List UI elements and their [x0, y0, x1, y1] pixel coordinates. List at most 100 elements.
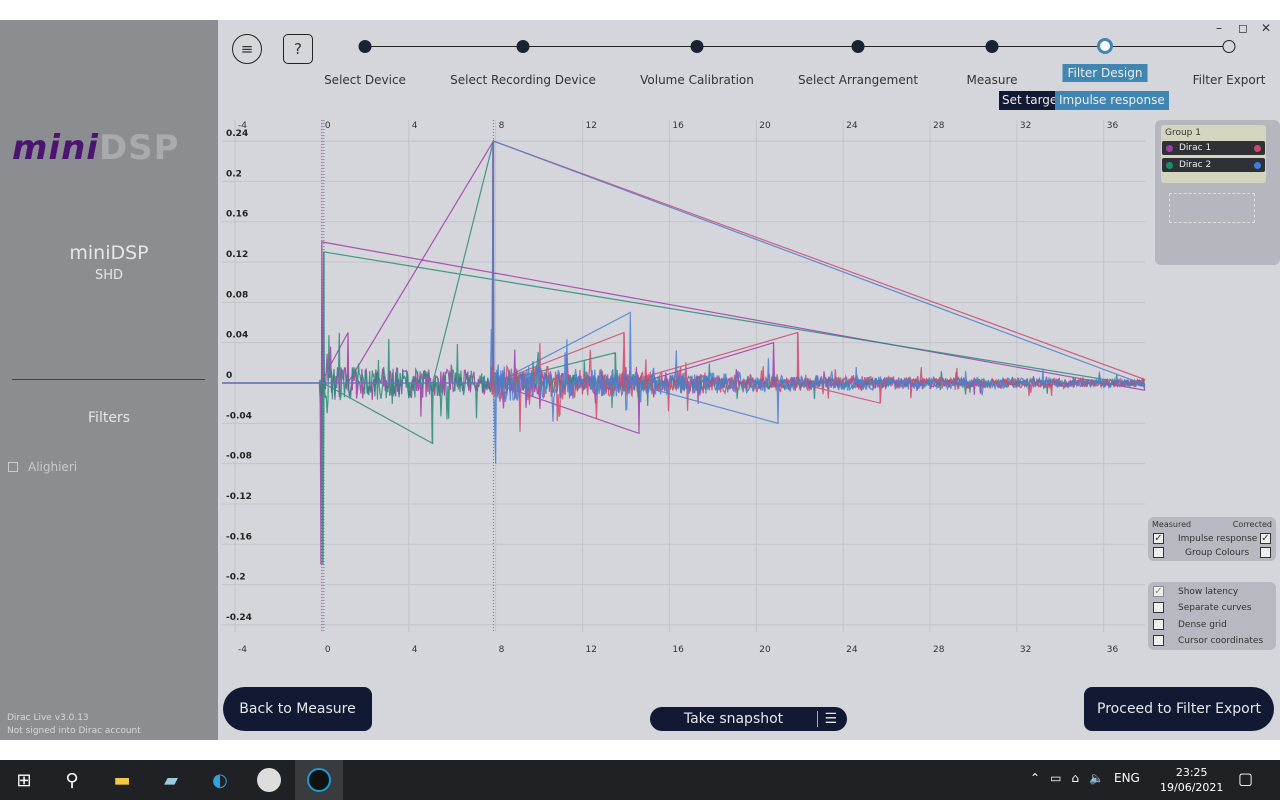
edge-icon[interactable]: ◐: [196, 760, 244, 800]
x-tick-label: 0: [325, 121, 331, 131]
step-dot[interactable]: [359, 40, 372, 53]
y-tick-label: -0.04: [226, 411, 252, 421]
step-select-arrangement[interactable]: Select Arrangement: [798, 73, 918, 87]
y-tick-label: 0: [226, 371, 232, 381]
corrected-group-colours-checkbox[interactable]: [1260, 547, 1271, 558]
filter-label: Alighieri: [28, 460, 77, 474]
x-tick-label: 4: [412, 121, 418, 131]
step-select-device[interactable]: Select Device: [324, 73, 406, 87]
back-to-measure-button[interactable]: Back to Measure: [223, 687, 372, 731]
main-area: -4 -4 0 0 4 4 8 8 12 12 16 16 20 20 24 24 28 28 32 32 36 36 0.…: [218, 20, 1280, 740]
group-title: Group 1: [1161, 125, 1266, 141]
corrected-color-dot: [1254, 162, 1261, 169]
y-tick-label: -0.12: [226, 492, 252, 502]
close-button[interactable]: ✕: [1261, 21, 1271, 35]
search-icon[interactable]: ⚲: [48, 760, 96, 800]
impulse-label: Impulse response: [1178, 534, 1257, 544]
y-tick-label: 0.24: [226, 129, 248, 139]
x-tick-label: 36: [1107, 645, 1119, 655]
y-tick-label: -0.24: [226, 613, 252, 623]
group-colours-label: Group Colours: [1185, 548, 1249, 558]
clock[interactable]: 23:25 19/06/2021: [1160, 765, 1223, 795]
curve-options-panel: Measured Corrected ✓ Impulse response ✓ …: [1148, 517, 1276, 561]
y-tick-label: -0.08: [226, 452, 252, 462]
minidsp-app-icon[interactable]: [245, 760, 293, 800]
x-tick-label: 36: [1107, 121, 1119, 131]
y-tick-label: -0.2: [226, 573, 246, 583]
dirac-live-icon[interactable]: [295, 760, 343, 800]
measured-color-dot: [1166, 162, 1173, 169]
y-tick-label: 0.12: [226, 250, 248, 260]
x-tick-label: 24: [846, 645, 858, 655]
y-tick-label: 0.08: [226, 290, 248, 300]
x-tick-label: 12: [586, 645, 597, 655]
corrected-impulse-checkbox[interactable]: ✓: [1260, 533, 1271, 544]
minimize-button[interactable]: –: [1216, 21, 1222, 35]
step-select-recording-device[interactable]: Select Recording Device: [450, 73, 596, 87]
step-dot[interactable]: [986, 40, 999, 53]
measured-impulse-checkbox[interactable]: ✓: [1153, 533, 1164, 544]
y-tick-label: 0.04: [226, 331, 248, 341]
x-tick-label: 28: [933, 645, 945, 655]
language-indicator: ENG: [1114, 771, 1140, 785]
step-dot[interactable]: [517, 40, 530, 53]
x-tick-label: 4: [412, 645, 418, 655]
step-dot[interactable]: [691, 40, 704, 53]
help-button[interactable]: ?: [283, 34, 313, 64]
x-tick-label: 16: [672, 645, 684, 655]
tab-impulse-response[interactable]: Impulse response: [1055, 91, 1169, 110]
device-model: SHD: [0, 268, 218, 283]
x-tick-label: 12: [586, 121, 597, 131]
x-tick-label: 32: [1020, 645, 1031, 655]
display-options-panel: ✓ Show latency Separate curves Dense grid…: [1148, 582, 1276, 650]
step-measure[interactable]: Measure: [967, 73, 1018, 87]
dense-grid-option[interactable]: Dense grid: [1153, 619, 1227, 630]
x-tick-label: 28: [933, 121, 945, 131]
taskbar: ⊞ ⚲ ▬ ▰ ◐ ⌃ ▭ ⌂ 🔈 ENG 23:25 19/06/2021 ▢: [0, 760, 1280, 800]
snapshot-list-icon[interactable]: ☰: [817, 711, 837, 727]
group-item[interactable]: Dirac 1: [1162, 141, 1265, 155]
step-dot[interactable]: [852, 40, 865, 53]
start-icon[interactable]: ⊞: [0, 760, 48, 800]
measured-color-dot: [1166, 145, 1173, 152]
step-dot[interactable]: [1223, 40, 1236, 53]
device-name: miniDSP: [0, 242, 218, 264]
system-tray[interactable]: ⌃ ▭ ⌂ 🔈 ENG: [1030, 771, 1140, 785]
proceed-button[interactable]: Proceed to Filter Export: [1084, 687, 1274, 731]
measured-group-colours-checkbox[interactable]: [1153, 547, 1164, 558]
take-snapshot-button[interactable]: Take snapshot ☰: [650, 707, 847, 731]
step-filter-export[interactable]: Filter Export: [1193, 73, 1266, 87]
filter-item[interactable]: Alighieri: [8, 460, 77, 474]
x-tick-label: 16: [672, 121, 684, 131]
maximize-button[interactable]: ◻: [1238, 21, 1248, 35]
file-explorer-icon[interactable]: ▬: [98, 760, 146, 800]
x-tick-label: 0: [325, 645, 331, 655]
menu-button[interactable]: ≡: [232, 34, 262, 64]
minidsp-logo: miniDSP: [12, 128, 180, 168]
y-tick-label: -0.16: [226, 532, 252, 542]
x-tick-label: 8: [499, 121, 505, 131]
y-tick-label: 0.2: [226, 169, 242, 179]
impulse-response-chart[interactable]: -4 -4 0 0 4 4 8 8 12 12 16 16 20 20 24 24 28 28 32 32 36 36 0.…: [218, 20, 1280, 680]
cursor-coordinates-option[interactable]: Cursor coordinates: [1153, 635, 1263, 646]
drop-zone[interactable]: [1169, 193, 1255, 223]
version-info: Dirac Live v3.0.13 Not signed into Dirac …: [7, 712, 141, 738]
groups-panel: Group 1 Dirac 1 Dirac 2: [1155, 120, 1280, 265]
hamburger-icon: ≡: [241, 40, 254, 58]
corrected-color-dot: [1254, 145, 1261, 152]
filter-checkbox[interactable]: [8, 462, 18, 472]
measured-label: Measured: [1152, 520, 1191, 529]
step-volume-calibration[interactable]: Volume Calibration: [640, 73, 754, 87]
separate-curves-option[interactable]: Separate curves: [1153, 602, 1252, 613]
group-item[interactable]: Dirac 2: [1162, 158, 1265, 172]
x-tick-label: 32: [1020, 121, 1031, 131]
step-dot[interactable]: [1097, 38, 1113, 54]
step-filter-design[interactable]: Filter Design: [1063, 64, 1148, 82]
show-latency-option[interactable]: ✓ Show latency: [1153, 586, 1238, 597]
notepad-icon[interactable]: ▰: [147, 760, 195, 800]
notification-icon[interactable]: ▢: [1238, 769, 1253, 788]
x-tick-label: 20: [759, 645, 771, 655]
y-tick-label: 0.16: [226, 210, 248, 220]
filters-heading: Filters: [0, 410, 218, 426]
divider: [12, 379, 205, 380]
